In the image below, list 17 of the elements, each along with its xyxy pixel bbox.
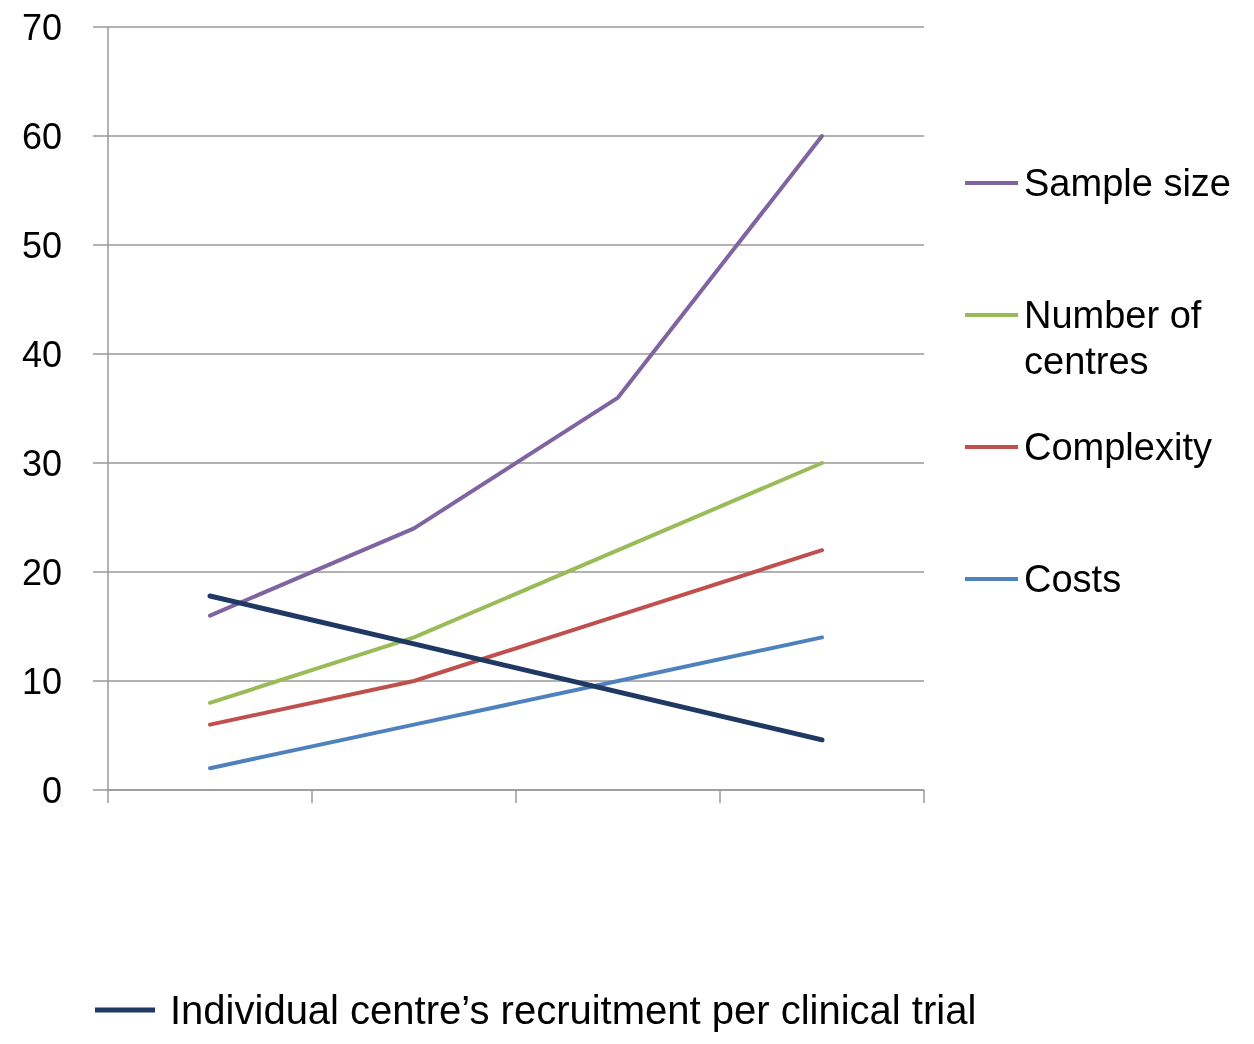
legend-label: Sample size xyxy=(1024,162,1231,205)
y-tick-label: 70 xyxy=(21,6,62,48)
legend-label: Number of centres xyxy=(1024,294,1202,382)
line-series xyxy=(208,548,824,727)
y-tick-label: 30 xyxy=(21,442,62,484)
legend-label: Individual centre’s recruitment per clinical trial xyxy=(170,988,977,1032)
y-tick-label: 50 xyxy=(21,224,62,266)
line-series xyxy=(208,134,824,618)
y-tick-label: 40 xyxy=(21,333,62,375)
y-tick-label: 0 xyxy=(41,769,62,811)
line-series xyxy=(208,635,824,771)
line-series xyxy=(208,461,824,705)
legend-label: Complexity xyxy=(1024,426,1212,469)
legend-label: Costs xyxy=(1024,558,1122,601)
y-tick-label: 20 xyxy=(21,551,62,593)
y-tick-label: 60 xyxy=(21,115,62,157)
y-tick-label: 10 xyxy=(21,660,62,702)
